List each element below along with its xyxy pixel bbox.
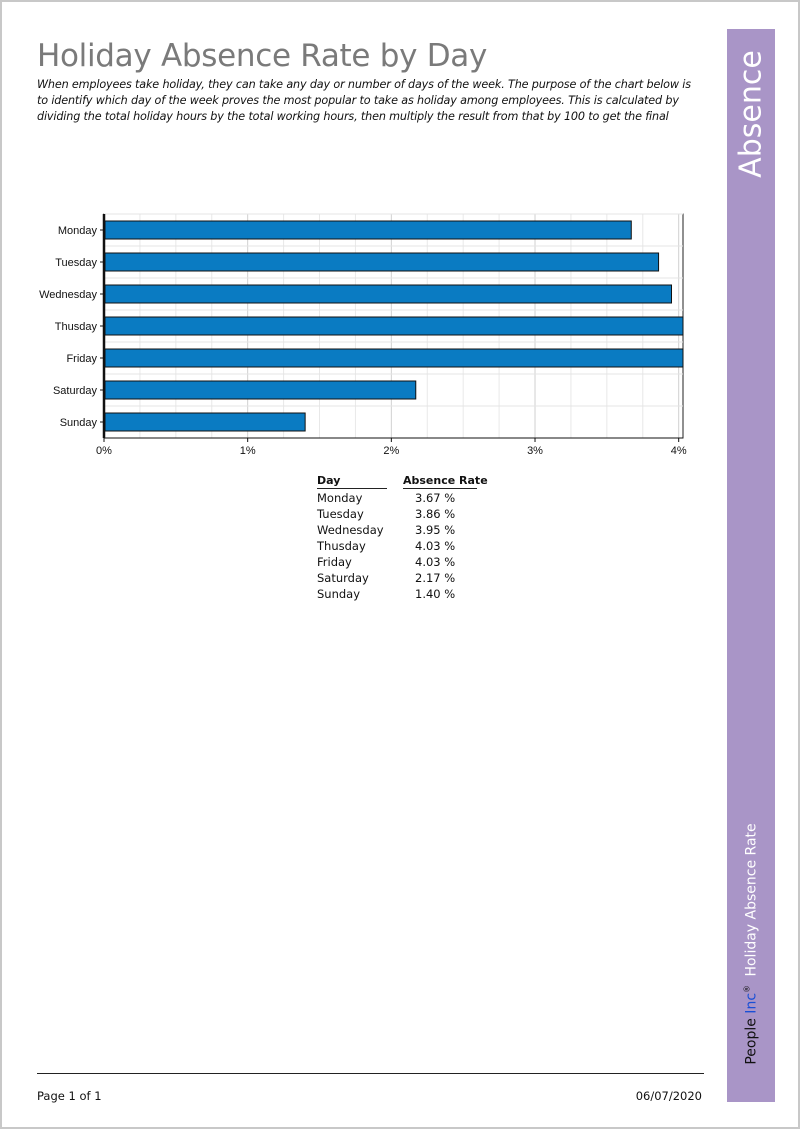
header-underline-day (317, 488, 387, 489)
sidebar-section-title: Absence (727, 29, 775, 199)
table-cell-day: Friday (317, 555, 352, 569)
report-date: 06/07/2020 (635, 1089, 702, 1103)
bar (104, 316, 684, 336)
table-cell-absence-rate: 1.40 % (415, 587, 456, 601)
table-cell-day: Monday (317, 491, 363, 505)
table-cell-day: Saturday (317, 571, 369, 585)
x-tick-label: 2% (383, 445, 399, 457)
x-tick-label: 3% (527, 445, 543, 457)
category-label: Tuesday (55, 257, 97, 269)
category-label: Saturday (53, 385, 98, 397)
table-cell-day: Sunday (317, 587, 361, 601)
category-label: Wednesday (39, 289, 97, 301)
table-cell-day: Wednesday (317, 523, 384, 537)
x-tick-label: 0% (96, 445, 112, 457)
report-description: When employees take holiday, they can ta… (37, 78, 691, 124)
table-cell-absence-rate: 4.03 % (415, 555, 456, 569)
bar (104, 252, 660, 272)
bar (104, 380, 417, 400)
bar (104, 412, 306, 432)
brand-name-people: People (743, 1018, 760, 1065)
category-label: Thusday (55, 321, 98, 333)
table-cell-absence-rate: 3.67 % (415, 491, 456, 505)
table-cell-absence-rate: 3.95 % (415, 523, 456, 537)
category-label: Friday (66, 353, 97, 365)
table-cell-day: Tuesday (317, 507, 364, 521)
bar (104, 220, 632, 240)
sidebar-report-caption: People Inc® Holiday Absence Rate (743, 823, 760, 1064)
table-cell-absence-rate: 3.86 % (415, 507, 456, 521)
table-cell-absence-rate: 4.03 % (415, 539, 456, 553)
category-label: Monday (58, 225, 98, 237)
section-sidebar: Absence People Inc® Holiday Absence Rate (727, 29, 775, 1102)
header-underline-rate (403, 488, 477, 489)
absence-rate-bar-chart: Monday Tuesday Wednesday Thusday Friday Satur… (39, 213, 687, 457)
bar (104, 348, 684, 368)
sidebar-footer: People Inc® Holiday Absence Rate (727, 804, 775, 1084)
section-label: Absence (733, 50, 769, 178)
registered-mark: ® (742, 984, 752, 993)
footer-divider (37, 1073, 704, 1074)
page-number: Page 1 of 1 (37, 1089, 102, 1103)
sidebar-report-name: Holiday Absence Rate (743, 823, 760, 977)
table-cell-absence-rate: 2.17 % (415, 571, 456, 585)
x-tick-label: 1% (240, 445, 256, 457)
table-cell-day: Thusday (317, 539, 366, 553)
column-header-absence-rate: Absence Rate (403, 474, 488, 487)
x-tick-label: 4% (671, 445, 687, 457)
column-header-day: Day (317, 474, 341, 487)
report-title: Holiday Absence Rate by Day (37, 38, 488, 74)
brand-name-inc: Inc (743, 992, 760, 1014)
bar (104, 284, 673, 304)
category-label: Sunday (60, 417, 98, 429)
